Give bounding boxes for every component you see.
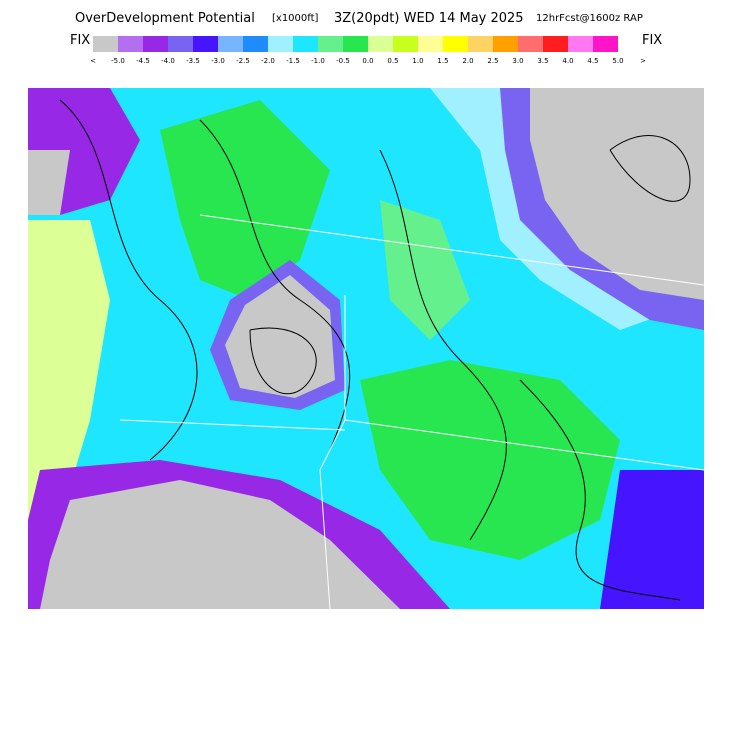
field [28,150,70,215]
legend-label: -3.0 [211,57,225,65]
legend-label: -0.5 [336,57,350,65]
swatch [343,36,368,52]
field [530,88,704,300]
valid-time: 3Z(20pdt) WED 14 May 2025 [334,11,524,26]
legend-label: 5.0 [612,57,623,65]
legend-label: 0.0 [362,57,373,65]
legend-label: 2.5 [487,57,498,65]
swatch [318,36,343,52]
legend-label: 4.5 [587,57,598,65]
swatch [168,36,193,52]
contours [59,99,691,601]
title: OverDevelopment Potential [75,11,255,26]
units: [x1000ft] [272,13,319,24]
legend-label: > [640,57,646,65]
legend-label: -2.5 [236,57,250,65]
swatch [568,36,593,52]
swatch [418,36,443,52]
legend-label: < [90,57,96,65]
legend-label: -2.0 [261,57,275,65]
field [380,200,470,340]
legend-label: 3.0 [512,57,523,65]
swatch [393,36,418,52]
field [28,220,110,540]
swatch [493,36,518,52]
swatch [193,36,218,52]
fix-left: FIX [70,33,90,48]
legend-label: 1.5 [437,57,448,65]
swatch [368,36,393,52]
swatch [93,36,118,52]
swatch [443,36,468,52]
legend-label: -4.0 [161,57,175,65]
swatch [268,36,293,52]
legend-label: -1.0 [311,57,325,65]
map [28,88,705,610]
legend-label: 1.0 [412,57,423,65]
field [600,470,704,609]
swatch [543,36,568,52]
legend-label: 2.0 [462,57,473,65]
legend-label: 4.0 [562,57,573,65]
borders [119,214,705,610]
legend-label: -5.0 [111,57,125,65]
fix-right: FIX [642,33,662,48]
swatch [218,36,243,52]
swatch [243,36,268,52]
colorbar: < -5.0 -4.5 -4.0 -3.5 -3.0 -2.5 -2.0 -1.5 -1.0 -0.… [90,36,646,65]
swatch [118,36,143,52]
field [360,360,620,560]
legend-label: -1.5 [286,57,300,65]
field [40,480,400,609]
swatch [593,36,618,52]
legend-label: 3.5 [537,57,548,65]
legend-label: -4.5 [136,57,150,65]
swatch [293,36,318,52]
forecast: 12hrFcst@1600z RAP [536,13,643,24]
swatch [468,36,493,52]
swatch [518,36,543,52]
legend-label: 0.5 [387,57,398,65]
legend-label: -3.5 [186,57,200,65]
swatch [143,36,168,52]
